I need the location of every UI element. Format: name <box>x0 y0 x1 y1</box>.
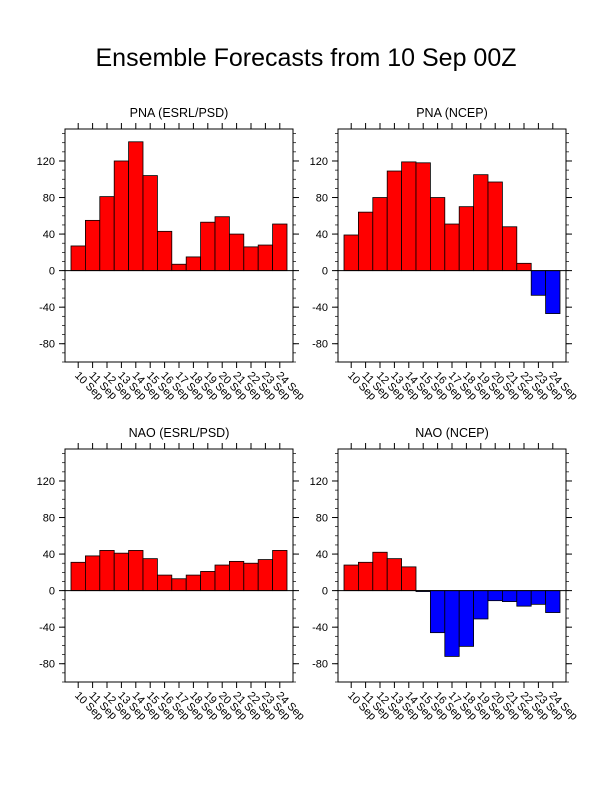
bar-nao-esrl-psd-7 <box>156 574 173 592</box>
y-tick-label: 80 <box>43 513 55 525</box>
bar-nao-esrl-psd-12 <box>228 560 245 592</box>
chart-title-pna-esrl-psd: PNA (ESRL/PSD) <box>130 106 229 120</box>
y-tick-label: 0 <box>322 586 328 598</box>
bar-pna-ncep-7 <box>429 197 446 272</box>
bar-pna-esrl-psd-12 <box>228 233 245 272</box>
y-tick-label: 80 <box>316 193 328 205</box>
bar-pna-ncep-8 <box>444 223 460 272</box>
bar-nao-esrl-psd-14 <box>257 559 274 592</box>
bar-pna-esrl-psd-3 <box>99 196 115 272</box>
bar-nao-esrl-psd-10 <box>200 571 216 592</box>
bar-pna-ncep-10 <box>473 174 489 272</box>
y-tick-label: 120 <box>310 156 328 168</box>
bar-nao-esrl-psd-5 <box>128 550 144 592</box>
bar-pna-ncep-15 <box>545 270 561 314</box>
bar-pna-esrl-psd-7 <box>156 230 173 272</box>
bar-pna-esrl-psd-2 <box>85 219 101 272</box>
bar-nao-ncep-11 <box>487 590 503 602</box>
bar-pna-ncep-4 <box>386 170 403 272</box>
y-tick-label: 120 <box>310 476 328 488</box>
chart-title-pna-ncep: PNA (NCEP) <box>416 106 488 120</box>
bar-nao-ncep-10 <box>473 590 489 620</box>
bar-nao-ncep-7 <box>429 590 446 634</box>
bar-nao-esrl-psd-3 <box>99 550 115 592</box>
chart-title-nao-esrl-psd: NAO (ESRL/PSD) <box>129 426 230 440</box>
bar-pna-ncep-6 <box>415 162 431 272</box>
bar-nao-esrl-psd-2 <box>85 555 101 592</box>
bar-nao-esrl-psd-1 <box>70 561 86 592</box>
y-tick-label: 0 <box>322 266 328 278</box>
bar-pna-ncep-14 <box>530 270 547 296</box>
y-tick-label: 40 <box>316 549 328 561</box>
y-tick-label: 80 <box>316 513 328 525</box>
bar-pna-esrl-psd-1 <box>70 245 86 272</box>
bar-nao-esrl-psd-11 <box>214 564 230 592</box>
bar-nao-esrl-psd-8 <box>171 578 187 592</box>
y-tick-label: -40 <box>39 302 55 314</box>
bar-nao-esrl-psd-13 <box>243 562 259 592</box>
bar-pna-ncep-12 <box>501 226 518 272</box>
y-tick-label: -40 <box>39 622 55 634</box>
y-tick-label: -80 <box>39 659 55 671</box>
y-tick-label: -80 <box>312 339 328 351</box>
bar-nao-ncep-3 <box>372 551 388 592</box>
bar-pna-ncep-9 <box>458 206 475 272</box>
bar-pna-esrl-psd-10 <box>200 221 216 272</box>
bar-nao-ncep-13 <box>516 590 532 607</box>
bar-nao-esrl-psd-9 <box>185 574 201 592</box>
y-tick-label: -80 <box>312 659 328 671</box>
bar-pna-esrl-psd-5 <box>128 141 144 272</box>
y-tick-label: -80 <box>39 339 55 351</box>
bar-nao-esrl-psd-4 <box>113 552 129 592</box>
bar-pna-ncep-11 <box>487 181 503 272</box>
bar-nao-ncep-4 <box>386 558 403 592</box>
y-tick-label: 120 <box>37 476 55 488</box>
bar-nao-esrl-psd-6 <box>142 558 158 592</box>
bar-pna-esrl-psd-4 <box>113 160 129 272</box>
bar-nao-ncep-1 <box>343 564 359 592</box>
y-tick-label: 0 <box>49 586 55 598</box>
bar-pna-ncep-13 <box>516 262 532 272</box>
bar-pna-esrl-psd-11 <box>214 216 230 272</box>
y-tick-label: 80 <box>43 193 55 205</box>
bar-nao-ncep-5 <box>401 566 417 592</box>
bar-nao-ncep-12 <box>501 590 518 602</box>
bar-pna-ncep-3 <box>372 197 388 272</box>
bar-pna-ncep-1 <box>343 234 359 272</box>
chart-title-nao-ncep: NAO (NCEP) <box>415 426 489 440</box>
bar-pna-ncep-5 <box>401 161 417 272</box>
y-tick-label: 40 <box>43 229 55 241</box>
bar-nao-ncep-8 <box>444 590 460 657</box>
bar-nao-ncep-15 <box>545 590 561 613</box>
bar-pna-esrl-psd-13 <box>243 246 259 272</box>
y-tick-label: 0 <box>49 266 55 278</box>
bar-nao-ncep-9 <box>458 590 475 647</box>
bar-nao-esrl-psd-15 <box>272 550 288 592</box>
y-tick-label: 120 <box>37 156 55 168</box>
bar-nao-ncep-14 <box>530 590 547 605</box>
y-tick-label: 40 <box>316 229 328 241</box>
page-title: Ensemble Forecasts from 10 Sep 00Z <box>95 44 517 72</box>
bar-pna-esrl-psd-9 <box>185 256 201 272</box>
y-tick-label: -40 <box>312 302 328 314</box>
bar-pna-esrl-psd-15 <box>272 223 288 272</box>
y-tick-label: 40 <box>43 549 55 561</box>
bar-pna-esrl-psd-14 <box>257 244 274 272</box>
bar-pna-esrl-psd-6 <box>142 175 158 272</box>
bar-pna-esrl-psd-8 <box>171 263 187 272</box>
bar-nao-ncep-2 <box>357 561 374 592</box>
bar-pna-ncep-2 <box>357 211 374 272</box>
y-tick-label: -40 <box>312 622 328 634</box>
